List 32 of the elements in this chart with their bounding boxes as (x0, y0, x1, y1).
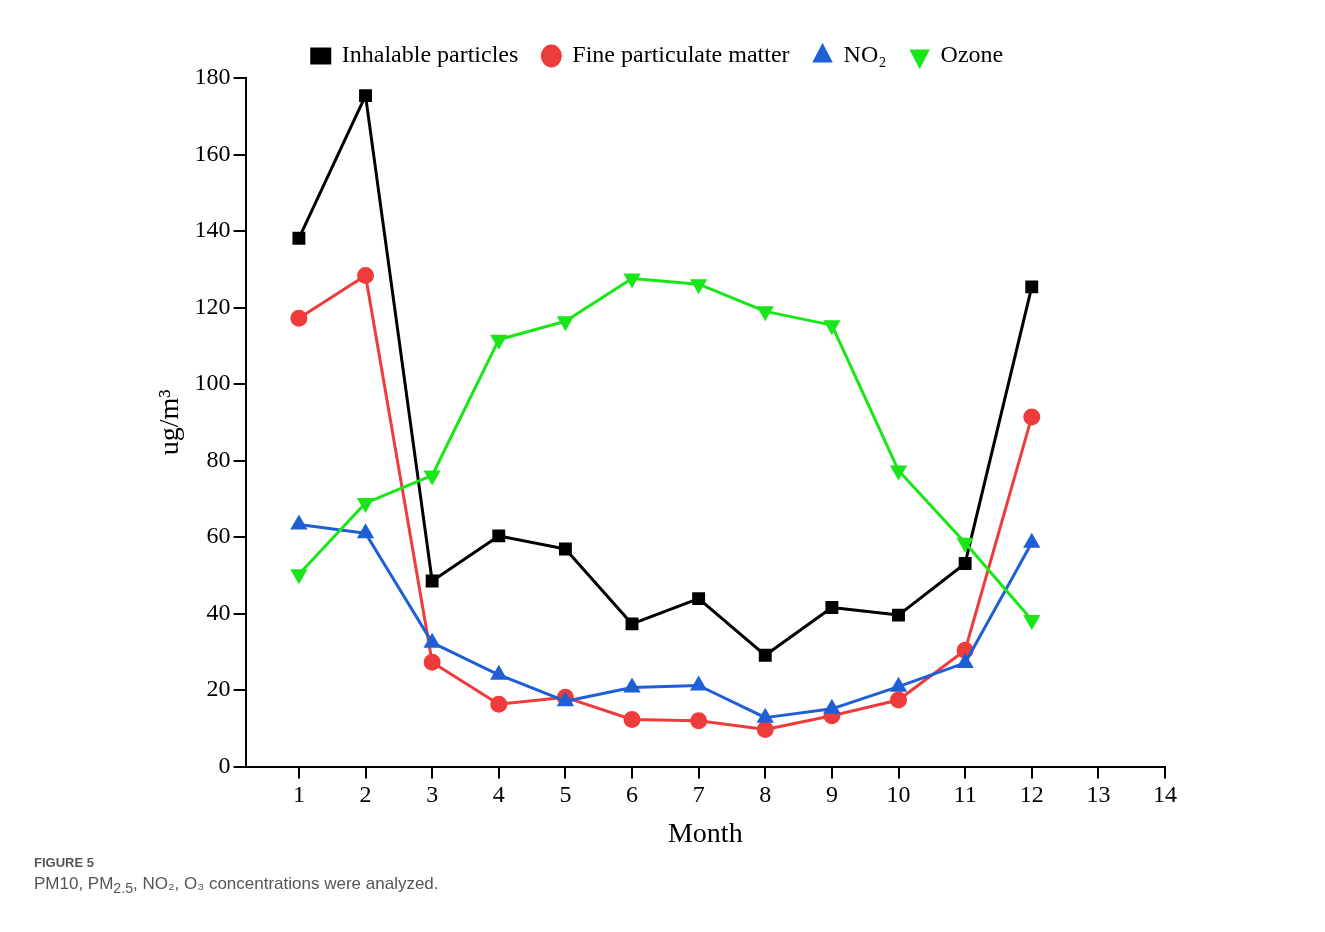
x-tick-label: 5 (559, 781, 572, 808)
x-tick-label: 11 (953, 781, 977, 808)
x-tick-label: 2 (359, 781, 372, 808)
y-axis-title: ug/m³ (153, 389, 185, 456)
x-tick-label: 3 (426, 781, 439, 808)
legend-label: Fine particulate matter (572, 41, 790, 68)
y-tick-label: 140 (194, 216, 231, 243)
x-tick-label: 4 (492, 781, 505, 808)
x-tick-label: 14 (1153, 781, 1177, 808)
y-tick-label: 40 (206, 598, 231, 625)
x-tick-label: 6 (626, 781, 639, 808)
y-tick-label: 20 (206, 675, 231, 702)
y-tick-label: 120 (194, 292, 231, 319)
x-tick-label: 8 (759, 781, 772, 808)
x-tick-label: 10 (886, 781, 911, 808)
y-tick-label: 60 (206, 522, 231, 549)
caption: FIGURE 5 (34, 855, 95, 870)
x-tick-label: 1 (292, 781, 305, 808)
y-tick-label: 100 (194, 369, 231, 396)
text: PM10, PM$_{2.5}$, NO₂, O₃ concentrations were analyzed. (34, 874, 440, 897)
x-axis-title: Month (667, 816, 743, 848)
y-tick-label: 0 (218, 751, 231, 778)
legend-label: Inhalable particles (341, 41, 519, 68)
legend-label: NO₂ (843, 41, 887, 68)
y-tick-label: 160 (194, 139, 231, 166)
x-tick-label: 9 (825, 781, 838, 808)
x-tick-label: 7 (692, 781, 705, 808)
y-tick-label: 80 (206, 445, 231, 472)
legend-label: Ozone (940, 41, 1004, 68)
x-tick-label: 13 (1086, 781, 1111, 808)
y-tick-label: 180 (194, 63, 231, 90)
x-tick-label: 12 (1019, 781, 1044, 808)
